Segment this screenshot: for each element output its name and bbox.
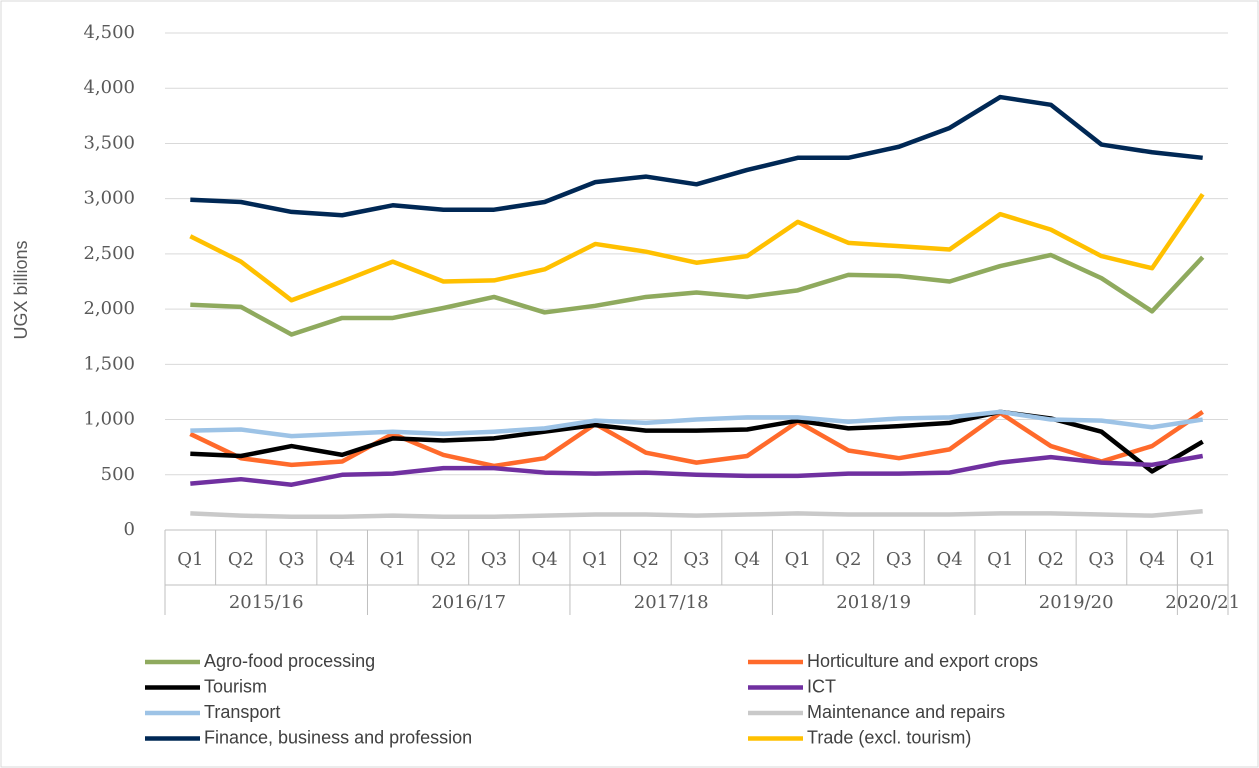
x-tick-label: Q3	[886, 549, 912, 570]
y-tick-label: 1,500	[83, 353, 135, 374]
x-tick-label: Q2	[835, 549, 861, 570]
x-tick-label: Q4	[1139, 549, 1165, 570]
series-line	[190, 409, 1204, 439]
x-tick-label: Q2	[228, 549, 254, 570]
x-tick-label: Q1	[785, 549, 811, 570]
x-tick-label: Q4	[329, 549, 355, 570]
legend-label: Agro-food processing	[204, 651, 375, 671]
x-tick-label: Q3	[481, 549, 507, 570]
x-tick-label: Q3	[1088, 549, 1114, 570]
y-tick-label: 2,000	[83, 298, 135, 319]
legend-label: Maintenance and repairs	[807, 702, 1005, 722]
y-tick-label: 0	[124, 519, 135, 540]
series-line	[189, 409, 1204, 469]
y-tick-label: 4,500	[83, 22, 135, 43]
series-line	[190, 508, 1203, 519]
y-tick-label: 4,000	[83, 77, 135, 98]
x-tick-label: Q4	[532, 549, 558, 570]
y-tick-label: 500	[101, 464, 135, 485]
legend-label: Transport	[204, 702, 280, 722]
x-tick-label: Q1	[177, 549, 203, 570]
x-tick-label: Q1	[582, 549, 608, 570]
x-group-label: 2020/21	[1165, 592, 1240, 613]
legend-label: Tourism	[204, 676, 267, 696]
series-line	[189, 192, 1205, 303]
x-group-label: 2017/18	[634, 592, 709, 613]
legend-label: Horticulture and export crops	[807, 651, 1038, 671]
legend-label: Trade (excl. tourism)	[807, 727, 971, 747]
x-tick-label: Q4	[936, 549, 962, 570]
x-group-label: 2019/20	[1039, 592, 1114, 613]
x-group-label: 2018/19	[836, 592, 911, 613]
x-group-label: 2016/17	[431, 592, 506, 613]
legend-label: ICT	[807, 676, 836, 696]
x-tick-label: Q2	[1038, 549, 1064, 570]
x-tick-label: Q1	[380, 549, 406, 570]
y-axis-label: UGX billions	[11, 240, 31, 339]
y-tick-label: 1,000	[83, 409, 135, 430]
y-tick-label: 3,500	[83, 132, 135, 153]
x-tick-label: Q3	[278, 549, 304, 570]
x-tick-label: Q2	[430, 549, 456, 570]
y-tick-label: 2,500	[83, 243, 135, 264]
y-tick-label: 3,000	[83, 188, 135, 209]
x-tick-label: Q3	[683, 549, 709, 570]
legend-label: Finance, business and profession	[204, 727, 472, 747]
x-tick-label: Q1	[1190, 549, 1216, 570]
x-tick-label: Q2	[633, 549, 659, 570]
series-line	[190, 94, 1203, 218]
x-tick-label: Q1	[987, 549, 1013, 570]
x-group-label: 2015/16	[229, 592, 304, 613]
series-line	[190, 453, 1204, 487]
series-line	[190, 252, 1205, 337]
x-tick-label: Q4	[734, 549, 760, 570]
